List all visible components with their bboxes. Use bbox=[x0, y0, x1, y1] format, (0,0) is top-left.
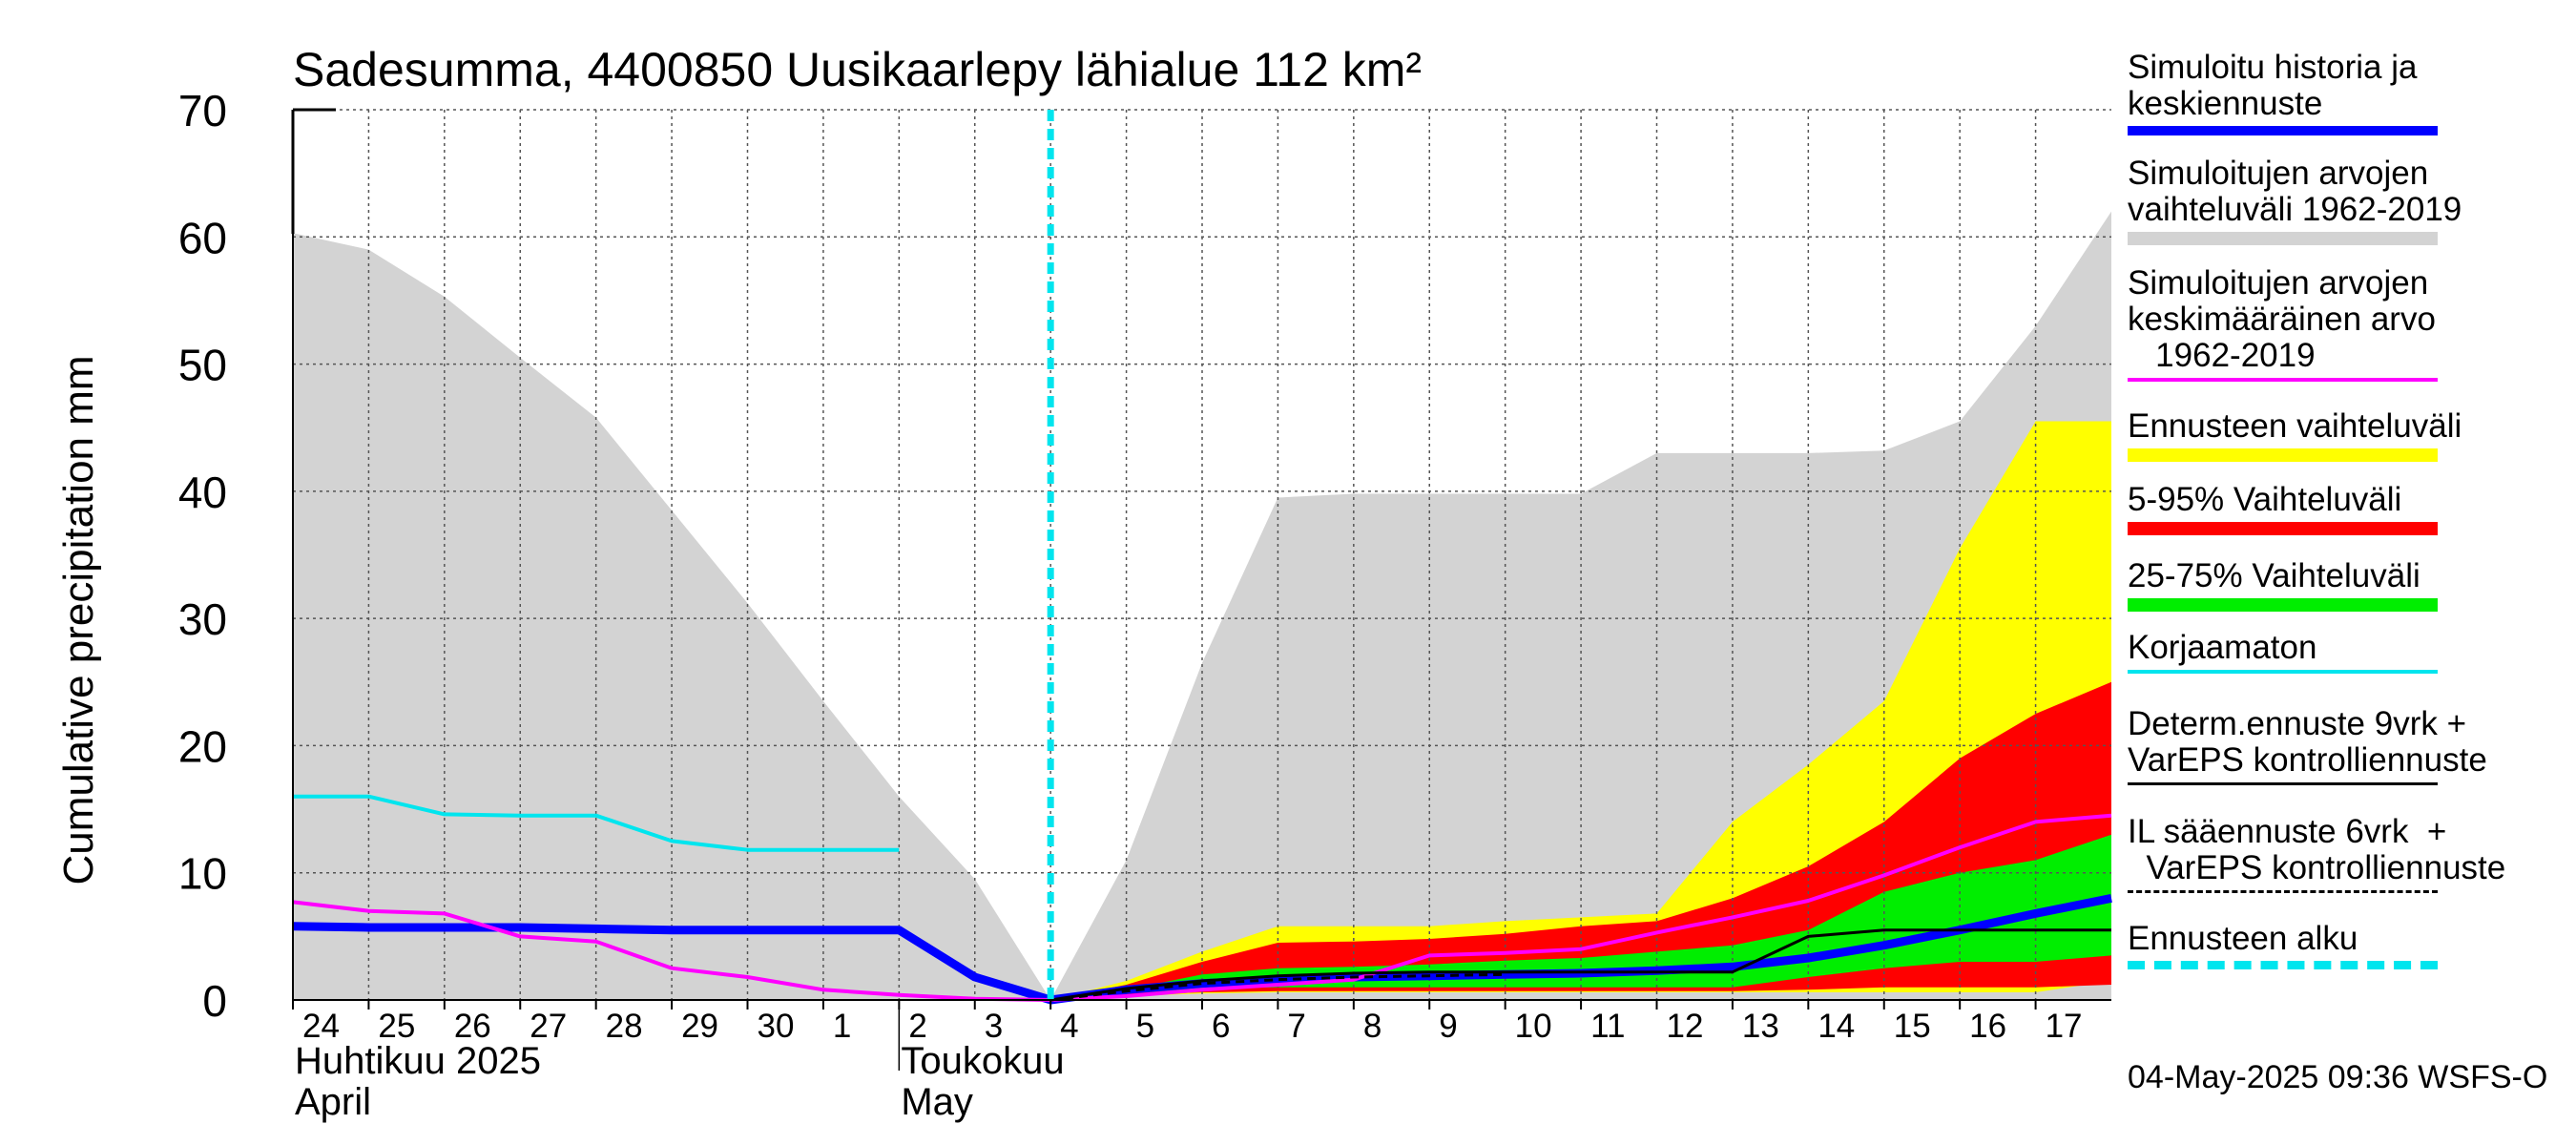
y-tick-60: 60 bbox=[178, 213, 227, 262]
legend: Simuloitu historia ja keskiennuste Simulo… bbox=[2128, 0, 2576, 1145]
x-tick-7: 7 bbox=[1287, 1008, 1305, 1045]
y-tick-0: 0 bbox=[202, 976, 227, 1026]
legend-swatch bbox=[2128, 378, 2438, 382]
range-bands bbox=[293, 211, 2111, 1001]
legend-swatch bbox=[2128, 448, 2438, 462]
legend-item: Simuloitujen arvojen vaihteluväli 1962-2… bbox=[2128, 155, 2566, 245]
x-tick-1: 1 bbox=[833, 1008, 851, 1045]
y-axis-label: Cumulative precipitation mm bbox=[55, 355, 102, 885]
legend-label: Determ.ennuste 9vrk + VarEPS kontrollien… bbox=[2128, 705, 2487, 779]
series-line-0 bbox=[292, 893, 2112, 1005]
band-0 bbox=[293, 211, 2111, 1001]
y-tick-30: 30 bbox=[178, 594, 227, 644]
x-tick-17: 17 bbox=[2046, 1008, 2083, 1045]
legend-swatch bbox=[2128, 126, 2438, 135]
x-tick-24: 24 bbox=[302, 1008, 340, 1045]
x-tick-3: 3 bbox=[985, 1008, 1003, 1045]
x-tick-9: 9 bbox=[1439, 1008, 1457, 1045]
legend-label: 25-75% Vaihteluväli bbox=[2128, 557, 2420, 594]
legend-item: Ennusteen alku bbox=[2128, 920, 2566, 969]
legend-label: Simuloitu historia ja keskiennuste bbox=[2128, 49, 2418, 122]
x-tick-28: 28 bbox=[606, 1008, 643, 1045]
series-line-1 bbox=[292, 813, 2112, 1002]
x-tick-29: 29 bbox=[681, 1008, 718, 1045]
y-tick-20: 20 bbox=[178, 721, 227, 771]
legend-swatch bbox=[2128, 670, 2438, 674]
month-label-1: Toukokuu bbox=[901, 1040, 1064, 1082]
x-tick-16: 16 bbox=[1969, 1008, 2006, 1045]
legend-label: Simuloitujen arvojen keskimääräinen arvo… bbox=[2128, 264, 2436, 374]
legend-label: Ennusteen alku bbox=[2128, 920, 2358, 957]
chart-title: Sadesumma, 4400850 Uusikaarlepy lähialue… bbox=[293, 43, 1422, 96]
x-tick-labels: 24 25 26 27 28 29 30 1 2 3 4 5 6 7 8 9 10 11 12 13 14 15 16 17H… bbox=[292, 1000, 2083, 1123]
y-tick-labels: 0 10 20 30 40 50 60 70 bbox=[178, 86, 227, 1026]
legend-label: Simuloitujen arvojen vaihteluväli 1962-2… bbox=[2128, 155, 2462, 228]
month-label-en-0: April bbox=[295, 1081, 371, 1123]
legend-item: Simuloitu historia ja keskiennuste bbox=[2128, 49, 2566, 135]
legend-label: 5-95% Vaihteluväli bbox=[2128, 481, 2402, 518]
legend-item: Korjaamaton bbox=[2128, 629, 2566, 674]
x-tick-8: 8 bbox=[1363, 1008, 1381, 1045]
x-tick-11: 11 bbox=[1590, 1008, 1625, 1045]
legend-item: 5-95% Vaihteluväli bbox=[2128, 481, 2566, 535]
legend-item: Ennusteen vaihteluväli bbox=[2128, 407, 2566, 462]
x-tick-10: 10 bbox=[1515, 1008, 1552, 1045]
y-tick-70: 70 bbox=[178, 86, 227, 135]
y-tick-40: 40 bbox=[178, 468, 227, 517]
x-tick-27: 27 bbox=[530, 1008, 567, 1045]
x-tick-12: 12 bbox=[1667, 1008, 1704, 1045]
x-tick-2: 2 bbox=[908, 1008, 926, 1045]
legend-item: IL sääennuste 6vrk + VarEPS kontrollienn… bbox=[2128, 813, 2566, 893]
legend-label: IL sääennuste 6vrk + VarEPS kontrollienn… bbox=[2128, 813, 2506, 886]
series-line-3 bbox=[1049, 928, 2111, 1002]
series-line-2 bbox=[293, 794, 900, 852]
x-tick-30: 30 bbox=[758, 1008, 795, 1045]
legend-swatch bbox=[2128, 890, 2438, 893]
x-tick-15: 15 bbox=[1894, 1008, 1931, 1045]
x-tick-5: 5 bbox=[1136, 1008, 1154, 1045]
month-label-en-1: May bbox=[901, 1081, 973, 1123]
legend-item: Determ.ennuste 9vrk + VarEPS kontrollien… bbox=[2128, 705, 2566, 785]
series-line-4 bbox=[1050, 972, 1506, 1002]
legend-label: Ennusteen vaihteluväli bbox=[2128, 407, 2462, 445]
legend-swatch bbox=[2128, 961, 2438, 969]
legend-item: Simuloitujen arvojen keskimääräinen arvo… bbox=[2128, 264, 2566, 382]
month-label-0: Huhtikuu 2025 bbox=[295, 1040, 541, 1082]
y-tick-10: 10 bbox=[178, 849, 227, 899]
x-tick-25: 25 bbox=[378, 1008, 415, 1045]
legend-item: 25-75% Vaihteluväli bbox=[2128, 557, 2566, 612]
x-tick-4: 4 bbox=[1060, 1008, 1078, 1045]
footer-timestamp: 04-May-2025 09:36 WSFS-O bbox=[2128, 1059, 2548, 1095]
legend-swatch bbox=[2128, 522, 2438, 535]
x-tick-6: 6 bbox=[1212, 1008, 1230, 1045]
x-tick-14: 14 bbox=[1818, 1008, 1855, 1045]
series-lines bbox=[292, 109, 2112, 1005]
x-tick-13: 13 bbox=[1742, 1008, 1779, 1045]
x-tick-26: 26 bbox=[454, 1008, 491, 1045]
legend-swatch bbox=[2128, 232, 2438, 245]
legend-swatch bbox=[2128, 782, 2438, 785]
y-tick-50: 50 bbox=[178, 341, 227, 390]
band-3 bbox=[1050, 834, 2111, 1000]
legend-label: Korjaamaton bbox=[2128, 629, 2317, 666]
legend-swatch bbox=[2128, 598, 2438, 612]
